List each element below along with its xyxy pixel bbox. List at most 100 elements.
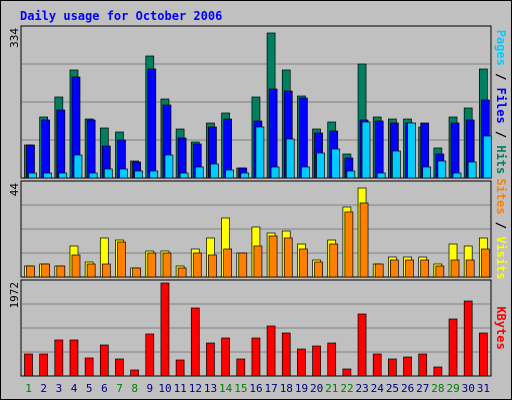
bar-pages-day-2 [43,172,53,179]
bar-sites-day-2 [41,263,51,278]
bar-files-day-5 [86,119,96,179]
x-tick-label: 21 [325,382,338,395]
bar-sites-day-17 [268,235,278,278]
x-tick-label: 27 [416,382,429,395]
x-tick-label: 1 [25,382,32,395]
bar-sites-day-6 [101,263,111,278]
x-tick-label: 17 [265,382,278,395]
bar-sites-day-28 [435,265,445,278]
bar-kbytes-day-26 [403,356,412,377]
x-tick-label: 18 [280,382,293,395]
bar-kbytes-day-21 [327,342,337,377]
x-tick-label: 12 [189,382,202,395]
bar-sites-day-3 [56,265,66,278]
bar-kbytes-day-10 [160,282,170,377]
x-tick-label: 9 [147,382,154,395]
x-tick-label: 10 [158,382,171,395]
bar-pages-day-12 [194,166,204,179]
bar-pages-day-17 [270,166,280,179]
bar-pages-day-3 [58,172,68,179]
bar-files-day-14 [223,118,232,179]
legend-entry: Sites [494,178,508,214]
bar-kbytes-day-11 [175,359,185,377]
bar-sites-day-11 [177,267,187,278]
bar-pages-day-5 [88,172,98,179]
bar-sites-day-8 [132,267,141,278]
x-tick-label: 20 [310,382,323,395]
legend-entry: Hits [494,145,508,174]
bar-sites-day-7 [117,241,126,278]
x-tick-label: 31 [477,382,490,395]
bar-pages-day-16 [255,126,265,179]
chart-title: Daily usage for October 2006 [20,9,222,23]
bar-pages-day-30 [467,161,477,179]
bar-kbytes-day-4 [69,339,79,377]
bar-sites-day-31 [480,248,490,278]
bar-kbytes-day-14 [221,337,230,377]
legend-entry: / [494,124,508,146]
bar-pages-day-23 [361,121,371,179]
legend-entry: Pages [494,30,508,66]
bar-kbytes-day-24 [372,353,382,377]
bar-kbytes-day-30 [463,300,473,377]
bar-pages-day-22 [346,170,356,179]
bar-pages-day-19 [301,166,310,179]
bar-files-day-11 [177,137,187,179]
bar-files-day-19 [299,97,308,179]
legend-entry: / [494,215,508,237]
legend-entry: / [494,66,508,88]
x-tick-label: 11 [174,382,187,395]
x-tick-label: 16 [249,382,262,395]
bar-sites-day-23 [359,202,369,278]
x-tick-label: 30 [462,382,475,395]
x-tick-label: 2 [40,382,47,395]
panel-scale-label: 1972 [8,282,21,309]
bar-pages-day-14 [225,169,234,179]
panel-scale-label: 44 [8,183,21,197]
bar-sites-day-20 [314,261,323,278]
x-tick-label: 22 [340,382,353,395]
bar-kbytes-day-9 [145,333,155,377]
bar-pages-day-28 [437,160,447,179]
bar-sites-day-12 [192,252,202,278]
bar-files-day-9 [147,68,157,179]
bar-pages-day-11 [179,172,189,179]
bar-pages-day-25 [392,150,401,179]
panel-legend: Pages / Files / Hits [494,30,508,175]
panel-legend: KBytes [494,306,508,349]
x-tick-label: 23 [356,382,369,395]
x-tick-label: 7 [116,382,123,395]
bar-pages-day-20 [316,152,325,179]
x-tick-label: 13 [204,382,217,395]
bar-sites-day-16 [253,245,263,278]
bar-kbytes-day-25 [388,358,397,377]
bar-sites-day-25 [390,259,399,278]
x-tick-label: 6 [101,382,108,395]
bar-pages-day-21 [331,148,341,179]
bar-kbytes-day-7 [115,358,124,377]
x-tick-label: 19 [295,382,308,395]
bar-sites-day-29 [450,259,460,278]
bar-kbytes-day-19 [297,348,306,377]
bar-kbytes-day-2 [39,353,49,377]
bar-kbytes-day-8 [130,369,139,377]
bar-kbytes-day-1 [24,353,33,377]
bar-pages-day-6 [103,168,113,179]
x-tick-label: 15 [234,382,247,395]
bar-sites-day-9 [147,252,157,278]
bar-pages-day-29 [452,172,462,179]
bar-files-day-3 [56,109,66,179]
bar-pages-day-27 [422,166,432,179]
bar-pages-day-18 [285,138,295,179]
x-axis-labels: 1 2 3 4 5 6 7 8 9 10 11 12 13 14 15 16 17 18 19 20 21 22 23 24 2… [25,382,490,395]
panel-scale-label: 334 [8,28,21,48]
bar-sites-day-1 [26,265,35,278]
bar-pages-day-26 [407,122,416,179]
x-tick-label: 4 [71,382,78,395]
bar-pages-day-4 [73,154,83,179]
bar-sites-day-4 [71,254,81,278]
bar-sites-day-24 [374,263,384,278]
bar-kbytes-day-18 [281,332,291,377]
bar-pages-day-10 [164,154,174,179]
